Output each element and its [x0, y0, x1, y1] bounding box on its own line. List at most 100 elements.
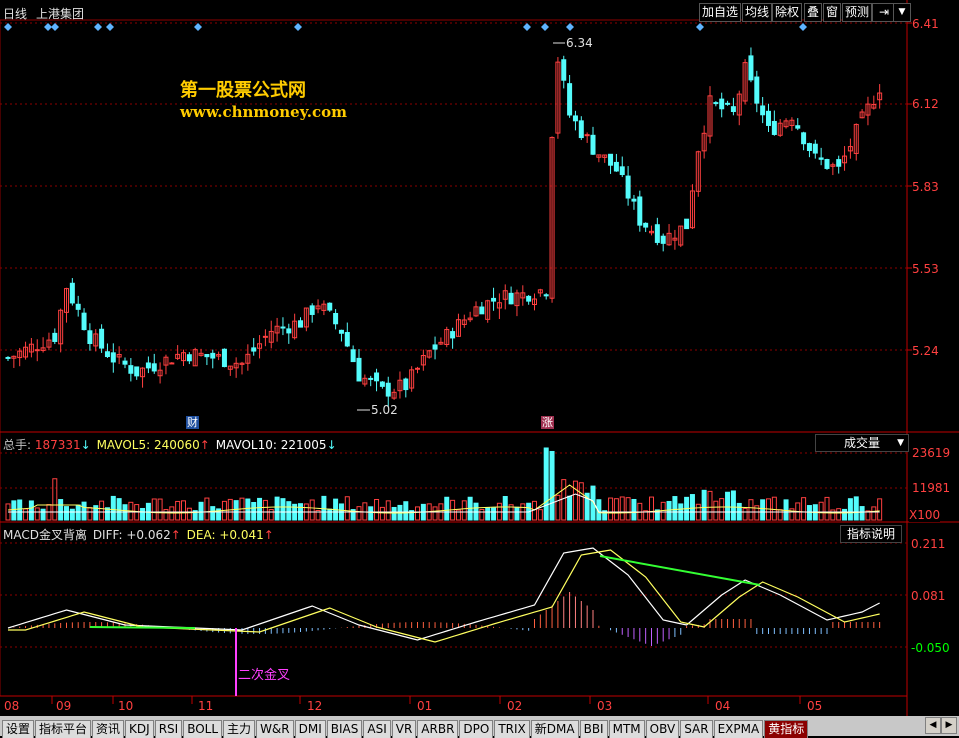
add-watchlist-button[interactable]: 加自选 — [699, 3, 742, 22]
volume-bar — [654, 509, 660, 521]
ex-rights-button[interactable]: 除权 — [772, 3, 803, 22]
candle-body — [286, 328, 292, 334]
tab-19[interactable]: SAR — [680, 720, 713, 738]
candle-body — [157, 369, 163, 377]
tab-8[interactable]: DMI — [294, 720, 326, 738]
tab-12[interactable]: ARBR — [417, 720, 459, 738]
candle-body — [777, 122, 783, 136]
down-arrow-icon: ↓ — [80, 438, 91, 452]
tab-7[interactable]: W&R — [256, 720, 294, 738]
tab-2[interactable]: 资讯 — [92, 720, 125, 738]
mavol10-line — [8, 493, 880, 513]
candle-body — [216, 354, 222, 357]
volume-bar — [110, 495, 116, 521]
overlay-button[interactable]: 叠 — [804, 3, 823, 22]
tab-17[interactable]: MTM — [608, 720, 645, 738]
tab-10[interactable]: ASI — [363, 720, 391, 738]
candle-body — [859, 111, 865, 119]
volume-bar — [842, 508, 848, 521]
volume-bar — [198, 501, 204, 521]
volume-bar — [444, 496, 450, 521]
volume-bar — [701, 489, 707, 521]
volume-bar — [52, 478, 58, 521]
candle-body — [701, 132, 707, 152]
candle-body — [806, 143, 812, 152]
arrow-right-bar-icon[interactable]: ⇥ — [872, 3, 896, 22]
volume-bar — [93, 505, 99, 521]
candle-body — [75, 303, 81, 310]
tab-13[interactable]: DPO — [459, 720, 494, 738]
candle-body — [520, 292, 526, 299]
triangle-down-icon[interactable]: ▼ — [893, 3, 911, 22]
candle-body — [836, 159, 842, 167]
price-tick: 6.41 — [912, 17, 939, 31]
chart-canvas[interactable] — [0, 0, 959, 716]
finance-badge[interactable]: 财 — [186, 416, 199, 429]
tab-14[interactable]: TRIX — [494, 720, 530, 738]
volume-bar — [590, 485, 596, 521]
tab-21[interactable]: 黄指标 — [764, 720, 809, 738]
volume-bar — [754, 505, 760, 521]
x-tick: 08 — [4, 699, 20, 713]
window-button[interactable]: 窗 — [823, 3, 842, 22]
tab-9[interactable]: BIAS — [326, 720, 363, 738]
volume-bar — [385, 500, 391, 521]
volume-bar — [140, 507, 146, 521]
candle-body — [362, 377, 368, 385]
volume-bar — [268, 509, 274, 521]
volume-bar — [175, 500, 181, 521]
candle-body — [128, 365, 134, 374]
forecast-button[interactable]: 预测 — [842, 3, 873, 22]
volume-bar — [151, 498, 157, 521]
tab-18[interactable]: OBV — [645, 720, 680, 738]
low-price-label: 5.02 — [371, 403, 398, 417]
dea-value: +0.041 — [219, 528, 264, 542]
candle-body — [426, 350, 432, 358]
volume-bar — [210, 506, 216, 521]
tab-0[interactable]: 设置 — [2, 720, 35, 738]
volume-bar — [549, 450, 555, 521]
volume-bar — [730, 490, 736, 521]
candle-body — [268, 330, 274, 343]
candle-body — [262, 335, 268, 338]
price-tick: 6.12 — [912, 97, 939, 111]
volume-bar — [619, 496, 625, 521]
candle-body — [608, 153, 614, 166]
volume-bar — [356, 506, 362, 521]
indicator-help-button[interactable]: 指标说明 — [840, 525, 903, 543]
tab-4[interactable]: RSI — [154, 720, 183, 738]
tab-1[interactable]: 指标平台 — [35, 720, 92, 738]
tab-6[interactable]: 主力 — [223, 720, 256, 738]
candle-body — [789, 119, 795, 126]
high-price-label: 6.34 — [566, 36, 593, 50]
limit-up-badge[interactable]: 涨 — [541, 416, 554, 429]
candle-body — [210, 352, 216, 359]
candle-body — [561, 59, 567, 81]
candle-body — [415, 367, 420, 370]
volume-bar — [502, 496, 508, 521]
moving-average-button[interactable]: 均线 — [742, 3, 773, 22]
x-tick: 01 — [417, 699, 433, 713]
volume-indicator-dropdown[interactable]: 成交量 ▼ — [815, 434, 909, 452]
tab-3[interactable]: KDJ — [125, 720, 154, 738]
mavol10-value: 221005 — [280, 438, 327, 452]
scroll-left-icon[interactable]: ◀ — [925, 717, 941, 734]
tab-20[interactable]: EXPMA — [713, 720, 764, 738]
candle-body — [81, 312, 87, 331]
tab-11[interactable]: VR — [391, 720, 417, 738]
tab-15[interactable]: 新DMA — [530, 720, 579, 738]
candle-body — [69, 282, 75, 304]
candle-body — [760, 105, 766, 116]
candle-body — [736, 93, 742, 116]
volume-bar — [836, 508, 842, 521]
tab-16[interactable]: BBI — [579, 720, 608, 738]
tab-5[interactable]: BOLL — [183, 720, 223, 738]
volume-bar — [660, 501, 666, 521]
scroll-right-icon[interactable]: ▶ — [941, 717, 957, 734]
candle-body — [596, 154, 602, 158]
candle-body — [496, 302, 502, 309]
candle-body — [754, 76, 760, 104]
candle-body — [549, 136, 555, 299]
candle-body — [385, 382, 391, 397]
mavol5-line — [7, 484, 880, 514]
